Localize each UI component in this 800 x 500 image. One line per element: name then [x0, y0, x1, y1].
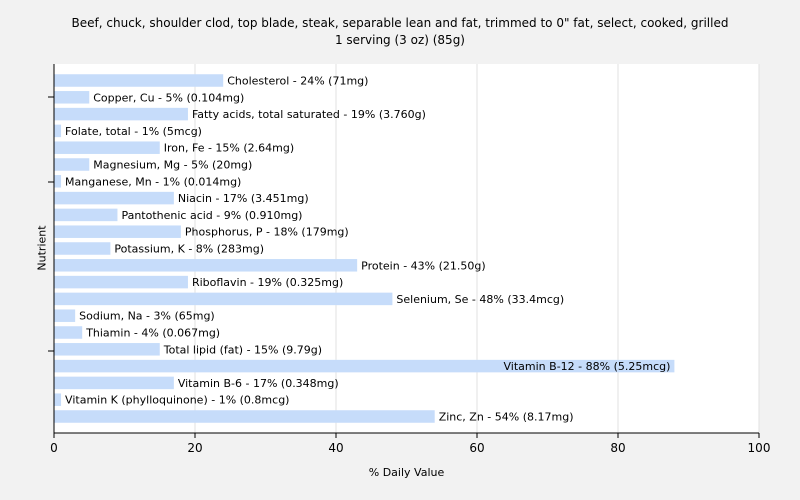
bar [54, 259, 358, 272]
data-label: Thiamin - 4% (0.067mg) [85, 327, 220, 340]
bar [54, 141, 160, 154]
bar [54, 343, 160, 356]
data-label: Vitamin B-6 - 17% (0.348mg) [178, 377, 339, 390]
bar [54, 175, 62, 188]
data-label: Folate, total - 1% (5mcg) [65, 125, 202, 138]
data-label: Sodium, Na - 3% (65mg) [79, 310, 215, 323]
bar [54, 242, 111, 255]
x-axis-label: % Daily Value [368, 466, 445, 479]
chart-title: Beef, chuck, shoulder clod, top blade, s… [71, 16, 729, 30]
data-label: Copper, Cu - 5% (0.104mg) [93, 91, 244, 104]
x-tick-label: 100 [748, 441, 771, 455]
data-label: Total lipid (fat) - 15% (9.79g) [163, 343, 322, 356]
bar [54, 393, 62, 406]
data-label: Phosphorus, P - 18% (179mg) [185, 226, 349, 239]
bar [54, 376, 174, 390]
data-label: Vitamin B-12 - 88% (5.25mcg) [504, 360, 671, 373]
bar [54, 225, 181, 238]
data-label: Iron, Fe - 15% (2.64mg) [164, 142, 294, 155]
bar [54, 292, 393, 306]
bar [54, 359, 675, 373]
bar [54, 107, 188, 121]
bar [54, 309, 76, 322]
x-tick-label: 0 [50, 441, 58, 455]
y-axis-label: Nutrient [35, 225, 49, 271]
bar [54, 326, 83, 339]
x-tick-label: 60 [469, 441, 484, 455]
data-label: Protein - 43% (21.50g) [361, 259, 486, 272]
bar [54, 158, 90, 171]
bar [54, 275, 188, 289]
data-label: Fatty acids, total saturated - 19% (3.76… [192, 108, 426, 121]
data-label: Magnesium, Mg - 5% (20mg) [93, 159, 252, 172]
bar [54, 208, 118, 222]
x-tick-label: 20 [187, 441, 202, 455]
chart-subtitle: 1 serving (3 oz) (85g) [334, 33, 465, 47]
bar [54, 410, 435, 423]
data-label: Manganese, Mn - 1% (0.014mg) [65, 175, 241, 188]
data-label: Vitamin K (phylloquinone) - 1% (0.8mcg) [65, 394, 289, 407]
data-label: Riboflavin - 19% (0.325mg) [192, 276, 343, 289]
data-label: Niacin - 17% (3.451mg) [178, 192, 309, 205]
x-tick-label: 80 [610, 441, 625, 455]
x-tick-label: 40 [328, 441, 343, 455]
data-label: Pantothenic acid - 9% (0.910mg) [121, 209, 302, 222]
bar [54, 74, 224, 87]
data-label: Potassium, K - 8% (283mg) [114, 243, 264, 256]
bar [54, 191, 174, 205]
data-label: Zinc, Zn - 54% (8.17mg) [439, 411, 574, 424]
bar [54, 124, 62, 138]
data-label: Selenium, Se - 48% (33.4mcg) [396, 293, 564, 306]
data-label: Cholesterol - 24% (71mg) [227, 75, 368, 88]
bar [54, 91, 90, 104]
